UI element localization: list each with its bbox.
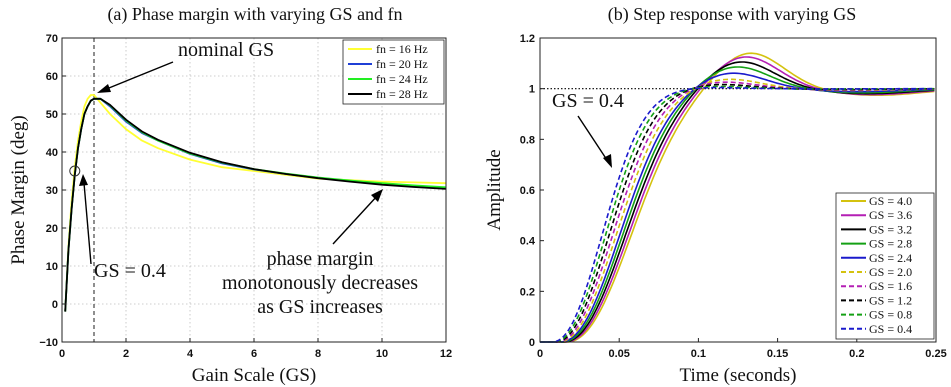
chart-a-xtick-label: 10 [376, 348, 388, 360]
chart-a-axes-frame [61, 37, 447, 343]
chart-a-ytick-label: 0 [52, 299, 58, 311]
chart-b-series-line-9 [540, 85, 935, 343]
annotation-gs-04-arrow [83, 182, 92, 265]
chart-a-xlabel: Gain Scale (GS) [192, 365, 317, 386]
chart-b-xtick-label: 0.05 [608, 348, 629, 360]
chart-b-legend-label: GS = 1.6 [869, 279, 912, 293]
chart-a-xtick-label: 0 [59, 348, 65, 360]
chart-b-ytick-label: 1.2 [520, 33, 535, 45]
chart-b-ytick-label: 0.8 [520, 134, 535, 146]
chart-b-legend-label: GS = 3.2 [869, 222, 912, 236]
chart-a-xtick-label: 2 [123, 348, 129, 360]
chart-b-ytick-label: 0.2 [520, 286, 535, 298]
chart-a-xtick-label: 6 [251, 348, 257, 360]
chart-a-gs04-marker [69, 165, 81, 177]
chart-b-legend-label: GS = 4.0 [869, 194, 912, 208]
annotation-phase-margin-arrowhead [371, 189, 383, 202]
chart-b-legend: GS = 4.0GS = 3.6GS = 3.2GS = 2.8GS = 2.4… [835, 192, 935, 340]
annotation-gs-04: GS = 0.4 [94, 260, 166, 282]
annotation-nominal-gs-arrow [103, 61, 174, 91]
chart-b-series-line-10 [540, 86, 935, 343]
annotation-phase-margin-2: monotonously decreases [222, 272, 418, 294]
chart-a-series-line-4 [64, 97, 447, 312]
chart-b-xtick-label: 0.25 [925, 348, 946, 360]
chart-b-xtick-label: 0.1 [691, 348, 706, 360]
chart-a-annotations: nominal GS GS = 0.4 phase margin monoton… [79, 39, 418, 318]
annotation-gs-04-arrowhead [79, 174, 88, 186]
chart-b-legend-label: GS = 2.8 [869, 237, 912, 251]
chart-b-title: (b) Step response with varying GS [608, 4, 856, 25]
chart-a-ylabel: Phase Margin (deg) [8, 115, 29, 265]
annotation-nominal-gs-arrowhead [97, 84, 111, 93]
chart-a-ytick-label: 40 [46, 147, 58, 159]
chart-b-ytick-label: 0.6 [520, 185, 535, 197]
chart-b-legend-label: GS = 0.4 [869, 322, 912, 336]
chart-b: (b) Step response with varying GS 0 0.05 0… [484, 4, 947, 386]
chart-b-series-line-5 [540, 72, 935, 343]
chart-a-xtick-label: 12 [440, 348, 452, 360]
chart-b-ytick-label: 1 [529, 84, 535, 96]
chart-a-ytick-label: 70 [46, 33, 58, 45]
chart-b-xtick-label: 0.15 [767, 348, 788, 360]
chart-a-ytick-label: 50 [46, 109, 58, 121]
chart-a-legend-label: fn = 20 Hz [376, 57, 428, 71]
chart-a-ytick-label: −10 [39, 337, 58, 349]
chart-a-title: (a) Phase margin with varying GS and fn [107, 4, 402, 25]
chart-b-series-line-2 [540, 56, 935, 343]
chart-b-series [540, 52, 935, 343]
annotation-phase-margin-1: phase margin [267, 248, 374, 270]
chart-b-ytick-label: 0.4 [520, 236, 536, 248]
chart-b-axes-frame [539, 37, 937, 343]
chart-a-legend-label: fn = 16 Hz [376, 42, 428, 56]
chart-a: (a) Phase margin with varying GS and fn … [8, 4, 452, 386]
chart-a-ytick-label: 10 [46, 261, 58, 273]
chart-b-legend-label: GS = 0.8 [869, 308, 912, 322]
chart-b-annotations: GS = 0.4 [552, 90, 624, 168]
chart-a-ytick-label: 60 [46, 71, 58, 83]
chart-a-ytick-label: 30 [46, 185, 58, 197]
chart-b-legend-label: GS = 2.4 [869, 251, 912, 265]
annotation-b-gs-04-arrowhead [603, 154, 612, 168]
chart-b-ticks: 0 0.05 0.1 0.15 0.2 0.25 0 0.2 0.4 0.6 0.8 1 1.2 [520, 33, 947, 360]
chart-a-legend-label: fn = 24 Hz [376, 72, 428, 86]
chart-b-legend-label: GS = 2.0 [869, 265, 912, 279]
chart-b-xtick-label: 0 [537, 348, 543, 360]
chart-b-ylabel: Amplitude [484, 149, 505, 230]
chart-b-xlabel: Time (seconds) [680, 365, 797, 386]
annotation-b-gs-04-arrow [577, 115, 608, 161]
chart-a-legend-label: fn = 28 Hz [376, 87, 428, 101]
chart-b-xtick-label: 0.2 [849, 348, 864, 360]
chart-a-xtick-label: 8 [315, 348, 321, 360]
chart-a-ytick-label: 20 [46, 223, 58, 235]
annotation-nominal-gs: nominal GS [178, 39, 274, 61]
chart-b-legend-label: GS = 3.6 [869, 208, 912, 222]
annotation-phase-margin-3: as GS increases [257, 296, 383, 318]
chart-b-series-line-4 [540, 66, 935, 343]
chart-b-legend-label: GS = 1.2 [869, 293, 912, 307]
annotation-b-gs-04: GS = 0.4 [552, 90, 624, 112]
annotation-phase-margin-arrow [332, 194, 379, 245]
chart-a-series [64, 94, 447, 312]
chart-b-series-line-3 [540, 61, 935, 343]
chart-a-xtick-label: 4 [187, 348, 194, 360]
chart-b-ytick-label: 0 [529, 337, 535, 349]
